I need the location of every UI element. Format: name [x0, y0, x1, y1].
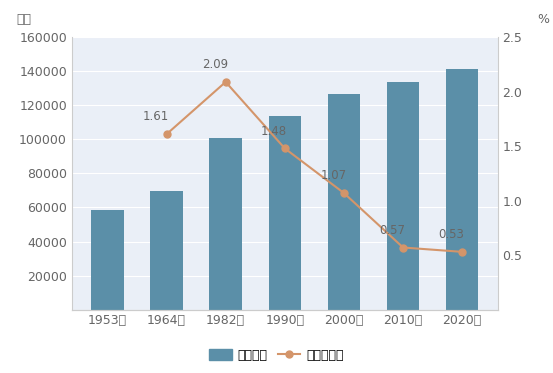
Text: 1.07: 1.07 — [320, 169, 346, 182]
Text: 1.48: 1.48 — [261, 125, 287, 138]
Text: 万人: 万人 — [17, 13, 32, 26]
Bar — [328, 94, 360, 310]
Bar — [150, 191, 183, 310]
Bar — [91, 210, 124, 310]
Text: 0.57: 0.57 — [379, 224, 405, 236]
Legend: 全国人口, 年均增长率: 全国人口, 年均增长率 — [204, 344, 349, 367]
Text: 1.61: 1.61 — [143, 110, 169, 123]
Bar — [446, 69, 478, 310]
Text: 2.09: 2.09 — [202, 58, 228, 71]
Bar — [387, 82, 419, 310]
Text: %: % — [537, 13, 549, 26]
Bar — [269, 116, 301, 310]
Bar — [210, 138, 242, 310]
Text: 0.53: 0.53 — [439, 228, 465, 241]
